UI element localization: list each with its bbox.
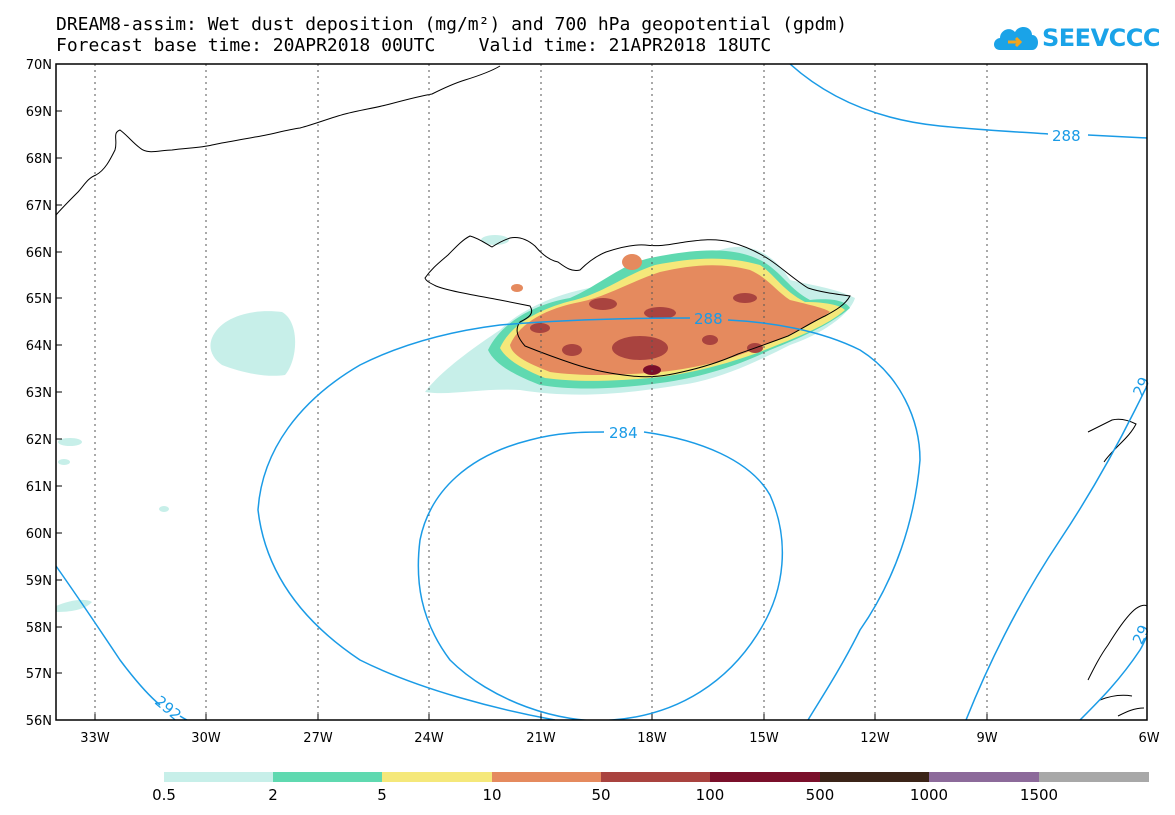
dust-field [56,235,855,612]
lon-label: 30W [191,731,221,746]
legend-swatch [273,772,383,782]
lat-label: 63N [26,386,52,401]
legend-label: 2 [268,786,278,804]
iceland-coast [424,235,851,378]
legend-label: 50 [591,786,610,804]
map-title: DREAM8-assim: Wet dust deposition (mg/m²… [56,14,848,35]
legend-swatch [382,772,492,782]
lon-label: 12W [860,731,890,746]
legend-swatch [820,772,930,782]
lon-label: 15W [749,731,779,746]
color-legend [164,772,1149,782]
dust-area-50 [702,335,718,345]
contour-label: 288 [1052,127,1081,145]
lat-label: 60N [26,527,52,542]
dust-area-50 [733,293,757,303]
cloud-icon [994,26,1038,50]
lat-label: 68N [26,152,52,167]
legend-swatch [710,772,820,782]
dust-area-10 [511,284,523,292]
contour-label: 288 [694,310,723,328]
dust-area-10 [622,254,642,270]
lat-ticks [56,63,62,721]
lat-label: 62N [26,433,52,448]
legend-label: 5 [377,786,387,804]
dust-area-50 [612,336,668,360]
legend-label: 10 [482,786,501,804]
lat-label: 65N [26,292,52,307]
graticule [94,64,988,720]
legend-label: 1000 [910,786,948,804]
legend-label: 0.5 [152,786,176,804]
lon-label: 27W [303,731,333,746]
contour-label: 29 [1129,374,1153,399]
scotland-coast-north [1087,418,1137,463]
legend-label: 100 [696,786,725,804]
lat-label: 59N [26,574,52,589]
dust-area-0.5 [210,311,296,376]
lon-label: 24W [414,731,444,746]
dust-area-0.5 [481,235,509,245]
lat-label: 61N [26,480,52,495]
dust-area-0.5 [159,506,169,512]
scotland-coast-south [1087,604,1147,717]
geopotential-contours [56,64,1147,720]
lat-label: 64N [26,339,52,354]
lon-label: 9W [976,731,997,746]
lon-ticks [94,714,1148,720]
logo-text: SEEVCCC [1042,24,1161,52]
legend-swatch [929,772,1039,782]
lat-label: 66N [26,246,52,261]
contour-east-2 [1079,635,1147,720]
dust-area-50 [589,298,617,310]
contour-284 [417,431,784,720]
dust-area-50 [644,307,676,319]
lat-label: 69N [26,105,52,120]
lat-label: 70N [26,58,52,73]
lat-label: 56N [26,714,52,729]
lat-label: 58N [26,621,52,636]
legend-swatch [164,772,274,782]
legend-label: 500 [806,786,835,804]
lon-label: 21W [526,731,556,746]
contour-288-ring [257,317,921,720]
dust-area-0.5 [58,459,70,465]
dust-area-0.5 [58,438,82,446]
legend-swatch [601,772,711,782]
map-subtitle-times: Forecast base time: 20APR2018 00UTC Vali… [56,35,772,56]
lat-label: 67N [26,199,52,214]
seevccc-logo: SEEVCCC [990,20,1161,56]
dust-area-0.5 [56,599,92,612]
lon-label: 6W [1138,731,1159,746]
contour-east-1 [965,385,1147,720]
legend-swatch [492,772,602,782]
dust-area-50 [530,323,550,333]
contour-label: 284 [609,424,638,442]
contour-288-north [789,64,1147,139]
greenland-coast [56,65,501,216]
legend-swatch [1039,772,1149,782]
lat-label: 57N [26,667,52,682]
lon-label: 33W [80,731,110,746]
dust-area-50 [562,344,582,356]
lon-label: 18W [637,731,667,746]
legend-label: 1500 [1020,786,1058,804]
contour-label: 29 [1129,622,1153,647]
